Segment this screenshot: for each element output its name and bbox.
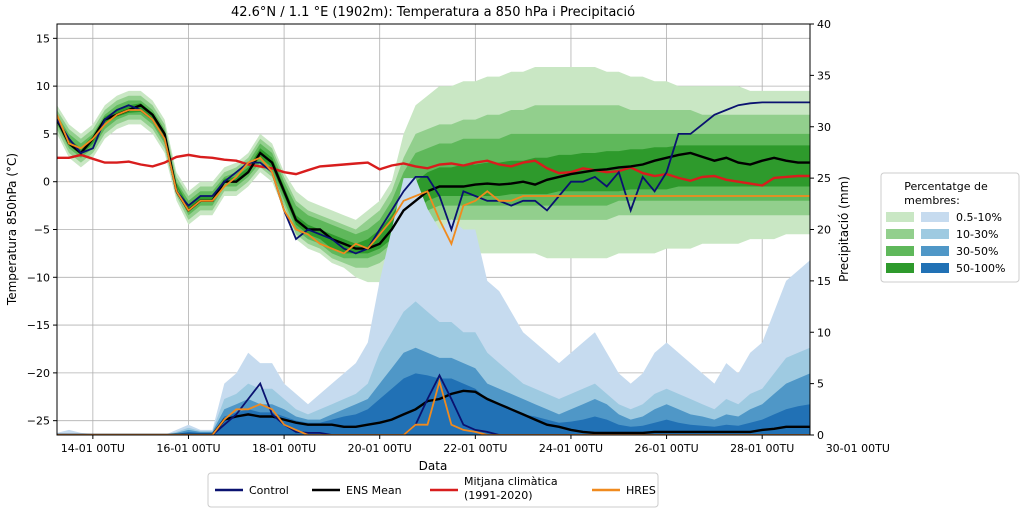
legend-label: HRES [626, 484, 656, 497]
legend-label-line2: (1991-2020) [464, 489, 533, 502]
y-tick-label-left: 10 [36, 80, 50, 93]
y-tick-label-left: −20 [27, 367, 50, 380]
temperature-bands [57, 67, 810, 283]
right-legend-title-line2: membres: [904, 194, 960, 207]
climate-line [57, 153, 810, 187]
temperature-band [57, 103, 810, 254]
chart-title: 42.6°N / 1.1 °E (1902m): Temperatura a 8… [231, 5, 635, 20]
y-tick-label-right: 40 [817, 18, 831, 31]
axes: 15 10 5 0 −5 −10 −15 −20 −25 0 5 10 15 20 25 30 35 40 14-0… [27, 18, 890, 455]
y-tick-label-right: 15 [817, 275, 831, 288]
y-tick-label-right: 20 [817, 224, 831, 237]
y-tick-label-left: −5 [34, 224, 50, 237]
y-tick-label-right: 35 [817, 69, 831, 82]
x-tick-label: 22-01 00TU [443, 442, 507, 455]
bottom-legend: Control ENS Mean Mitjana climàtica(1991-20… [207, 472, 659, 508]
x-tick-label: 28-01 00TU [730, 442, 794, 455]
x-tick-label: 18-01 00TU [252, 442, 316, 455]
y-tick-label-right: 10 [817, 326, 831, 339]
temp-hres-line [57, 109, 810, 255]
legend-swatch-blue [921, 229, 949, 239]
right-legend-title: Percentatge de [904, 180, 988, 193]
y-tick-label-left: 15 [36, 32, 50, 45]
y-tick-label-left: 5 [43, 128, 50, 141]
legend-label: 10-30% [956, 228, 998, 241]
legend-swatch-green [886, 246, 914, 256]
legend-swatch-green [886, 263, 914, 273]
x-tick-label: 14-01 00TU [61, 442, 125, 455]
y-tick-label-left: 0 [43, 176, 50, 189]
x-tick-label: 24-01 00TU [539, 442, 603, 455]
legend-label: 30-50% [956, 245, 998, 258]
x-tick-label: 20-01 00TU [348, 442, 412, 455]
precip-hres-line [57, 378, 810, 435]
legend-label: Mitjana climàtica [464, 475, 558, 488]
x-tick-label: 30-01 00TU [826, 442, 890, 455]
precipitation-band [57, 178, 810, 435]
temp-control-line [57, 101, 810, 255]
y-tick-label-right: 5 [817, 378, 824, 391]
legend-label: 50-100% [956, 262, 1005, 275]
legend-label: 0.5-10% [956, 211, 1002, 224]
x-tick-label: 16-01 00TU [156, 442, 220, 455]
legend-swatch-blue [921, 246, 949, 256]
x-tick-label: 26-01 00TU [634, 442, 698, 455]
legend-swatch-blue [921, 263, 949, 273]
legend-swatch-blue [921, 212, 949, 222]
y-tick-label-left: −25 [27, 415, 50, 428]
right-legend-frame [880, 172, 1020, 283]
right-legend: Percentatge de membres: 0.5-10% 10-30% 30-… [880, 172, 1020, 283]
series-lines [57, 101, 810, 435]
legend-label: Control [249, 484, 289, 497]
y-axis-label-right: Precipitació (mm) [837, 176, 851, 282]
y-tick-label-left: −10 [27, 271, 50, 284]
legend-swatch-green [886, 229, 914, 239]
precip-control-line [57, 373, 810, 435]
y-tick-label-right: 30 [817, 121, 831, 134]
y-tick-label-right: 25 [817, 172, 831, 185]
y-tick-label-right: 0 [817, 429, 824, 442]
legend-swatch-green [886, 212, 914, 222]
x-axis-label: Data [419, 459, 448, 473]
y-tick-label-left: −15 [27, 319, 50, 332]
y-axis-label-left: Temperatura 850hPa (°C) [5, 153, 19, 306]
legend-label: ENS Mean [346, 484, 402, 497]
